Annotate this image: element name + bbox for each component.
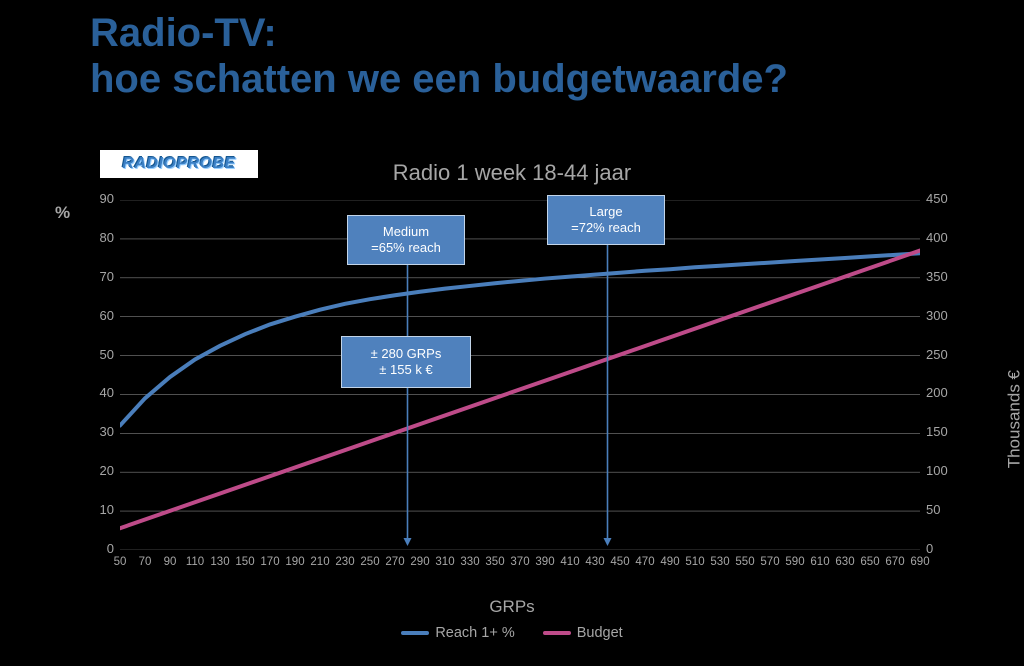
x-tick-label: 610 [808,556,832,568]
x-tick-label: 530 [708,556,732,568]
callout-large: Large =72% reach [547,195,665,245]
callout-large-l2: =72% reach [571,220,641,236]
callout-large-l1: Large [589,204,622,220]
y2-tick-label: 300 [926,308,961,323]
y2-tick-label: 250 [926,347,961,362]
legend-item-reach: Reach 1+ % [401,625,514,641]
x-tick-label: 650 [858,556,882,568]
y-secondary-axis-title: Thousands € [1004,370,1024,468]
callout-medium-l2: =65% reach [371,240,441,256]
y1-tick-label: 30 [84,424,114,439]
y2-tick-label: 0 [926,541,961,556]
title-line-1: Radio-TV: [90,10,788,56]
x-tick-label: 430 [583,556,607,568]
y2-tick-label: 450 [926,191,961,206]
legend-label-budget: Budget [577,625,623,641]
y1-tick-label: 20 [84,463,114,478]
x-tick-label: 670 [883,556,907,568]
callout-grp: ± 280 GRPs ± 155 k € [341,336,471,388]
y1-tick-label: 10 [84,502,114,517]
x-tick-label: 130 [208,556,232,568]
x-tick-label: 510 [683,556,707,568]
x-tick-label: 190 [283,556,307,568]
y1-tick-label: 50 [84,347,114,362]
y2-tick-label: 350 [926,269,961,284]
x-tick-label: 550 [733,556,757,568]
x-tick-label: 270 [383,556,407,568]
x-tick-label: 230 [333,556,357,568]
x-tick-label: 570 [758,556,782,568]
legend-item-budget: Budget [543,625,623,641]
y1-tick-label: 60 [84,308,114,323]
chart-plot [120,200,920,550]
callout-grp-l1: ± 280 GRPs [371,346,442,362]
x-tick-label: 290 [408,556,432,568]
x-tick-label: 90 [158,556,182,568]
y1-tick-label: 90 [84,191,114,206]
x-tick-label: 450 [608,556,632,568]
x-tick-label: 370 [508,556,532,568]
x-tick-label: 70 [133,556,157,568]
y2-tick-label: 200 [926,385,961,400]
chart-legend: Reach 1+ % Budget [0,625,1024,641]
x-tick-label: 310 [433,556,457,568]
x-tick-label: 250 [358,556,382,568]
y-primary-axis-title: % [55,203,70,223]
x-tick-label: 210 [308,556,332,568]
x-tick-label: 330 [458,556,482,568]
legend-swatch-reach [401,631,429,635]
x-tick-label: 590 [783,556,807,568]
y1-tick-label: 80 [84,230,114,245]
legend-swatch-budget [543,631,571,635]
callout-grp-l2: ± 155 k € [379,362,432,378]
x-tick-label: 690 [908,556,932,568]
x-tick-label: 390 [533,556,557,568]
chart-title: Radio 1 week 18-44 jaar [0,160,1024,186]
y2-tick-label: 150 [926,424,961,439]
slide: Radio-TV: hoe schatten we een budgetwaar… [0,0,1024,666]
callout-medium-l1: Medium [383,224,429,240]
y1-tick-label: 40 [84,385,114,400]
y2-tick-label: 50 [926,502,961,517]
x-tick-label: 490 [658,556,682,568]
callout-medium: Medium =65% reach [347,215,465,265]
y1-tick-label: 0 [84,541,114,556]
x-tick-label: 110 [183,556,207,568]
slide-title: Radio-TV: hoe schatten we een budgetwaar… [90,10,788,102]
legend-label-reach: Reach 1+ % [435,625,514,641]
y2-tick-label: 400 [926,230,961,245]
x-tick-label: 630 [833,556,857,568]
y2-tick-label: 100 [926,463,961,478]
x-tick-label: 410 [558,556,582,568]
x-tick-label: 150 [233,556,257,568]
title-line-2: hoe schatten we een budgetwaarde? [90,56,788,102]
x-tick-label: 470 [633,556,657,568]
x-axis-title: GRPs [0,597,1024,617]
x-tick-label: 170 [258,556,282,568]
x-tick-label: 50 [108,556,132,568]
y1-tick-label: 70 [84,269,114,284]
x-tick-label: 350 [483,556,507,568]
